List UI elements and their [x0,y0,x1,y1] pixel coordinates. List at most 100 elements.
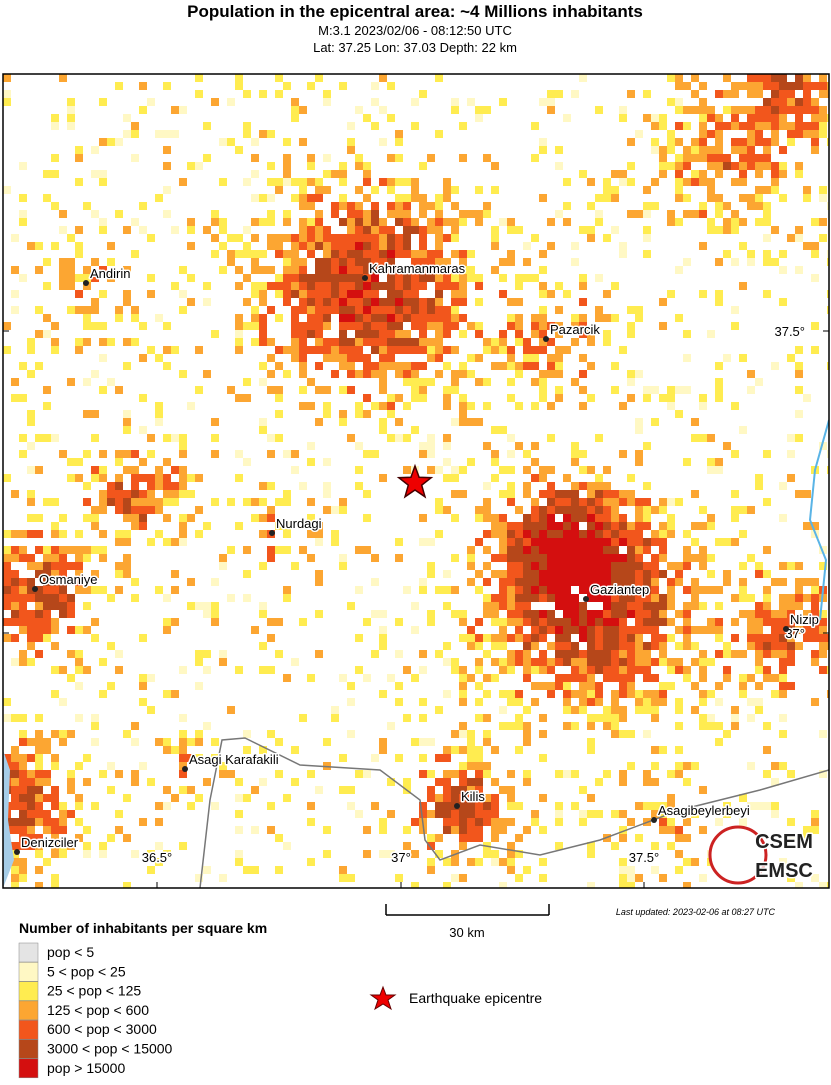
pop-cell [251,258,259,266]
pop-cell [547,538,555,546]
pop-cell [659,826,667,834]
pop-cell [267,130,275,138]
pop-cell [419,538,427,546]
pop-cell [51,802,59,810]
pop-cell [355,370,363,378]
pop-cell [339,554,347,562]
pop-cell [307,858,315,866]
pop-cell [651,122,659,130]
pop-cell [363,450,371,458]
pop-cell [283,234,291,242]
pop-cell [491,746,499,754]
pop-cell [827,666,829,674]
pop-cell [603,610,611,618]
pop-cell [627,570,635,578]
pop-cell [675,138,683,146]
pop-cell [547,242,555,250]
pop-cell [627,658,635,666]
pop-cell [707,714,715,722]
pop-cell [531,354,539,362]
pop-cell [587,522,595,530]
pop-cell [363,170,371,178]
pop-cell [539,634,547,642]
pop-cell [643,90,651,98]
pop-cell [275,738,283,746]
pop-cell [675,178,683,186]
pop-cell [331,706,339,714]
pop-cell [251,234,259,242]
pop-cell [451,346,459,354]
pop-cell [539,146,547,154]
pop-cell [587,626,595,634]
pop-cell [195,650,203,658]
pop-cell [779,266,787,274]
pop-cell [795,362,803,370]
pop-cell [531,442,539,450]
pop-cell [427,274,435,282]
pop-cell [603,506,611,514]
pop-cell [595,306,603,314]
pop-cell [539,306,547,314]
pop-cell [435,226,443,234]
pop-cell [475,514,483,522]
pop-cell [299,106,307,114]
pop-cell [491,474,499,482]
pop-cell [611,498,619,506]
pop-cell [427,834,435,842]
pop-cell [11,530,19,538]
pop-cell [579,706,587,714]
pop-cell [43,434,51,442]
pop-cell [643,394,651,402]
pop-cell [531,586,539,594]
pop-cell [259,514,267,522]
pop-cell [339,258,347,266]
pop-cell [51,762,59,770]
pop-cell [579,682,587,690]
pop-cell [587,514,595,522]
pop-cell [771,114,779,122]
pop-cell [787,450,795,458]
pop-cell [27,802,35,810]
pop-cell [779,658,787,666]
pop-cell [587,482,595,490]
pop-cell [195,874,203,882]
pop-cell [427,562,435,570]
pop-cell [715,618,723,626]
pop-cell [795,226,803,234]
pop-cell [819,186,827,194]
pop-cell [163,130,171,138]
pop-cell [611,586,619,594]
pop-cell [539,522,547,530]
pop-cell [459,818,467,826]
pop-cell [339,218,347,226]
pop-cell [675,826,683,834]
pop-cell [699,722,707,730]
city-dot [454,803,460,809]
axis-label: 37.5° [774,324,805,339]
pop-cell [411,378,419,386]
pop-cell [139,474,147,482]
pop-cell [291,258,299,266]
pop-cell [387,434,395,442]
pop-cell [403,466,411,474]
pop-cell [811,602,819,610]
pop-cell [691,658,699,666]
pop-cell [27,466,35,474]
pop-cell [43,498,51,506]
pop-cell [307,330,315,338]
pop-cell [43,586,51,594]
pop-cell [699,714,707,722]
pop-cell [35,570,43,578]
pop-cell [451,666,459,674]
pop-cell [659,818,667,826]
pop-cell [387,114,395,122]
pop-cell [59,546,67,554]
pop-cell [499,666,507,674]
pop-cell [91,322,99,330]
pop-cell [51,818,59,826]
pop-cell [643,234,651,242]
pop-cell [803,634,811,642]
pop-cell [803,74,811,82]
pop-cell [603,578,611,586]
pop-cell [675,498,683,506]
